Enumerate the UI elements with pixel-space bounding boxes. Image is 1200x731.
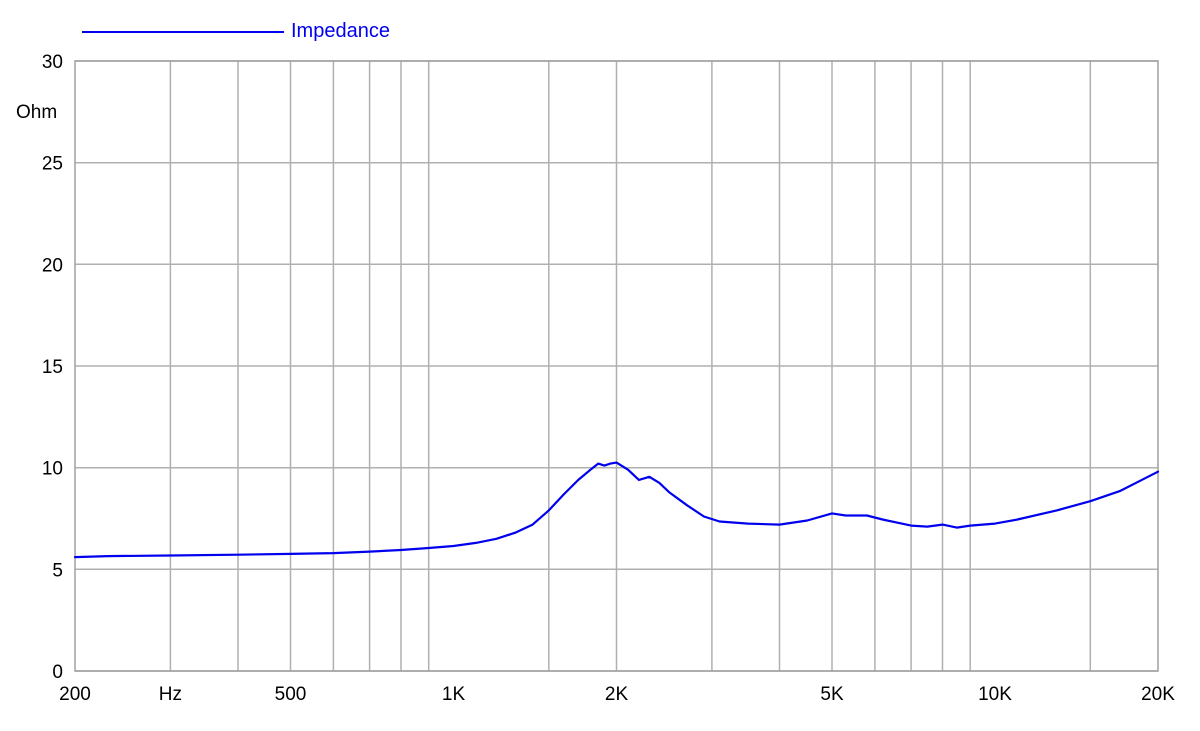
x-tick-label: 5K bbox=[820, 684, 844, 705]
legend: Impedance bbox=[82, 20, 390, 42]
x-tick-label: 20K bbox=[1141, 684, 1175, 705]
y-tick-label: 25 bbox=[42, 154, 63, 175]
y-tick-label: 0 bbox=[52, 662, 63, 683]
x-tick-label: 200 bbox=[59, 684, 91, 705]
legend-label-impedance: Impedance bbox=[291, 20, 390, 42]
x-tick-label: Hz bbox=[159, 684, 182, 705]
y-tick-label: 30 bbox=[42, 52, 63, 73]
x-tick-label: 500 bbox=[275, 684, 307, 705]
y-tick-label: 10 bbox=[42, 459, 63, 480]
y-axis-tick-labels: 0 5 10 15 20 25 30 bbox=[42, 52, 63, 683]
plot-frame bbox=[74, 60, 1159, 672]
series-line-impedance bbox=[73, 461, 1160, 559]
series-layer bbox=[73, 461, 1160, 559]
x-tick-label: 2K bbox=[605, 684, 629, 705]
grid bbox=[75, 60, 1158, 672]
x-tick-label: 10K bbox=[978, 684, 1012, 705]
y-tick-label: 5 bbox=[52, 560, 63, 581]
y-tick-label: 15 bbox=[42, 357, 63, 378]
y-axis-label: Ohm bbox=[16, 102, 57, 123]
x-axis-tick-labels: 200 Hz 500 1K 2K 5K 10K 20K bbox=[59, 684, 1175, 705]
x-tick-label: 1K bbox=[442, 684, 466, 705]
y-tick-label: 20 bbox=[42, 255, 63, 276]
